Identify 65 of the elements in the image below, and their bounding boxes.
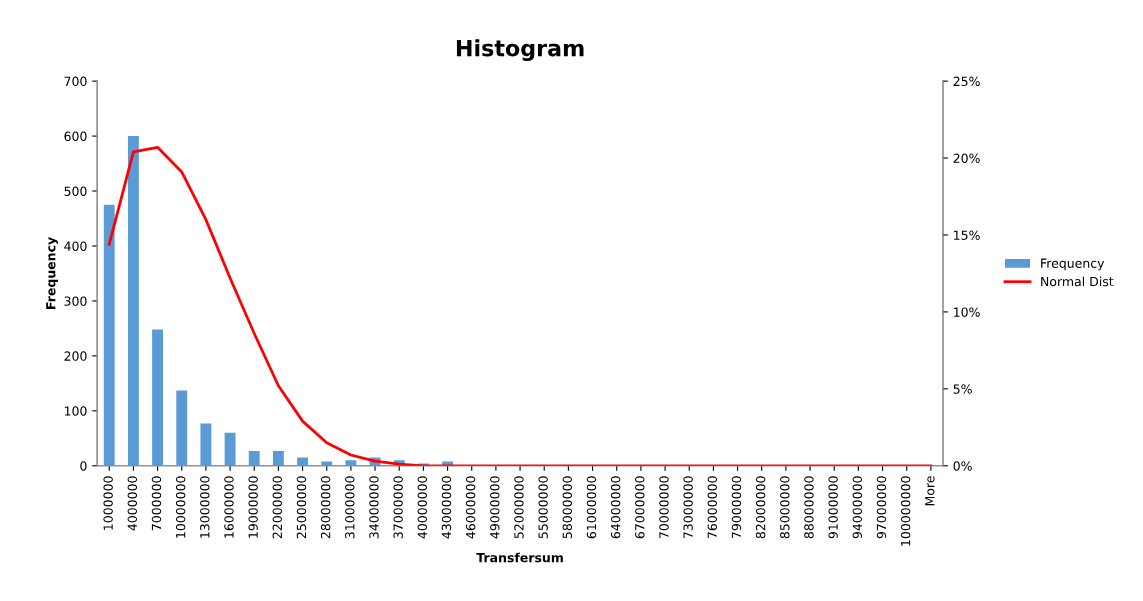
y-tick-label: 400 (64, 241, 87, 251)
x-tick-label: 70000000 (659, 476, 669, 539)
x-tick-label: 55000000 (538, 476, 548, 539)
bar (345, 460, 357, 466)
x-tick-label: 88000000 (804, 476, 814, 539)
x-tick-label: 58000000 (562, 476, 573, 539)
y2-tick-label: 25% (953, 76, 980, 87)
bar (321, 461, 333, 466)
y2-tick-label: 15% (954, 230, 980, 240)
x-tick-label: 94000000 (852, 476, 863, 539)
x-tick-label: 37000000 (393, 476, 403, 539)
bar (200, 423, 212, 466)
x-tick-label: 85000000 (780, 476, 790, 539)
x-tick-label: 28000000 (320, 476, 331, 539)
y-tick-label: 100 (64, 406, 87, 416)
x-tick-label: 22000000 (272, 476, 283, 539)
x-axis-title: Transfersum (476, 552, 563, 563)
y-axis-title: Frequency (46, 237, 59, 309)
x-tick-label: 40000000 (417, 476, 428, 539)
y-tick-label: 500 (64, 186, 87, 196)
x-tick-label: 46000000 (465, 476, 476, 539)
x-tick-label: 49000000 (490, 476, 500, 539)
y-tick-label: 600 (64, 131, 87, 142)
x-tick-label: 91000000 (828, 476, 838, 539)
x-tick-label: 67000000 (635, 476, 645, 539)
y-tick-label: 300 (64, 296, 87, 306)
x-tick-label: 31000000 (345, 476, 355, 539)
x-tick-label: 25000000 (296, 476, 307, 539)
x-tick-label: 16000000 (224, 476, 234, 538)
y-tick-label: 200 (64, 351, 87, 361)
legend-label: Frequency (1041, 258, 1105, 271)
x-tick-label: 73000000 (683, 476, 693, 539)
x-tick-label: 82000000 (755, 476, 766, 539)
bar (272, 450, 284, 466)
x-tick-label: 1000000 (103, 476, 113, 530)
x-tick-label: 34000000 (369, 476, 379, 539)
y2-tick-label: 10% (954, 307, 980, 317)
bar (127, 136, 139, 466)
y2-tick-label: 0% (953, 461, 972, 471)
x-tick-label: 79000000 (731, 476, 742, 539)
x-tick-label: 4000000 (127, 476, 138, 531)
bar (176, 390, 188, 466)
x-tick-label: 13000000 (200, 476, 210, 538)
x-tick-label: 64000000 (610, 476, 621, 539)
x-tick-label: 97000000 (876, 476, 887, 539)
chart-title: Histogram (456, 39, 584, 61)
x-tick-label: 10000000 (175, 476, 186, 538)
x-tick-label: 19000000 (248, 476, 258, 538)
x-tick-label: 76000000 (707, 476, 718, 539)
bar (248, 450, 260, 466)
x-tick-label: 52000000 (514, 476, 524, 539)
x-tick-label: 61000000 (586, 476, 597, 539)
bar (224, 432, 236, 466)
bar (103, 204, 115, 466)
legend-label: Normal Dist (1041, 276, 1114, 287)
y-tick-label: 700 (64, 76, 87, 87)
x-tick-label: More (925, 476, 935, 506)
line-series (107, 145, 933, 466)
x-tick-label: 7000000 (151, 476, 162, 531)
x-tick-label: 100000000 (900, 476, 911, 546)
y2-tick-label: 20% (953, 153, 980, 163)
y2-tick-label: 5% (953, 384, 972, 394)
y-tick-label: 0 (80, 461, 87, 471)
bar (152, 329, 164, 466)
x-tick-label: 43000000 (441, 476, 452, 539)
